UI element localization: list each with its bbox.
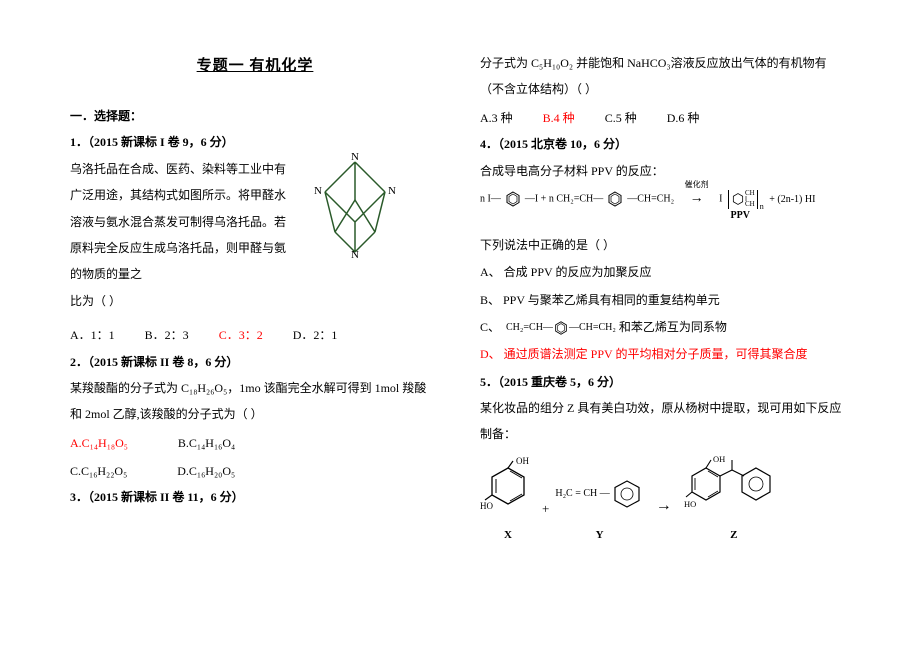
q3-options: A.3 种 B.4 种 C.5 种 D.6 种 [480,105,850,131]
page-title: 专题一 有机化学 [70,50,440,83]
z-label: Z [684,523,784,547]
q4-opt-b: B、 PPV 与聚苯乙烯具有相同的重复结构单元 [480,287,850,313]
y-formula: H₂C = CH — [555,483,609,505]
q1-opt-d: D．2：1 [293,322,338,348]
section-heading: 一．选择题： [70,103,440,129]
q2-body2: 和 2mol 乙醇,该羧酸的分子式为（ ） [70,401,440,427]
q3-body2: （不含立体结构）（ ） [480,76,850,102]
svg-text:N: N [351,152,359,163]
q4-opt-d: D、 通过质谱法测定 PPV 的平均相对分子质量，可得其聚合度 [480,341,850,367]
q2-opt-b: B.C₁₄H₁₆O₄ [178,430,235,456]
q4-body2: 下列说法中正确的是（ ） [480,232,850,258]
q1-text-1: 乌洛托品在合成、医药、染料等工业中有广泛用途，其结构式如图所示。将甲醛水溶液与氨… [70,162,286,255]
svg-text:HO: HO [684,499,696,509]
scheme-left: n I— [480,194,501,205]
q1-options: A．1：1 B．2：3 C．3：2 D．2：1 [70,322,440,348]
arrow-icon: → [650,488,678,547]
scheme-mid2: —CH=CH₂ [627,194,674,205]
q2-opt-c: C.C₁₆H₂₂O₅ [70,458,127,484]
q2-body1: 某羧酸酯的分子式为 C₁₈H₂₆O₅，1mo 该酯完全水解可得到 1mol 羧酸 [70,375,440,401]
q3-opt-b: B.4 种 [543,105,575,131]
q4-opt-c: C、 CH₂=CH——CH=CH₂和苯乙烯互为同系物 [480,314,850,340]
benzene-ring-icon [731,192,745,206]
benzene-ring-icon [606,190,624,208]
q2-opt-a: A.C₁₄H₁₈O₅ [70,430,128,456]
q2-opt-d: D.C₁₆H₂₀O₅ [177,458,235,484]
svg-text:OH: OH [713,454,725,464]
ppv-label: PPV [480,209,850,222]
scheme-mid: —I + n CH₂=CH— [525,194,603,205]
q5-head: 5．（2015 重庆卷 5，6 分） [480,369,850,395]
q5-body1: 某化妆品的组分 Z 具有美白功效，原从杨树中提取，现可用如下反应 [480,395,850,421]
q1-opt-c: C．3：2 [219,322,263,348]
q5-reaction-scheme: OH HO X + H₂C = CH — Y → OH [480,452,850,547]
compound-y: H₂C = CH — Y [555,465,643,547]
plus-1: + [542,495,549,548]
q1-body: N N N N 乌洛托品在合成、医药、染料等工业中有广泛用途，其结构式如图所示。… [70,156,440,314]
q4-c-post: 和苯乙烯互为同系物 [619,320,727,334]
svg-text:N: N [351,249,359,261]
divinylbenzene-struct: CH₂=CH——CH=CH₂ [506,317,616,339]
q4-head: 4．（2015 北京卷 10，6 分） [480,131,850,157]
scheme-right-suffix: + (2n-1) HI [769,194,815,205]
reaction-arrow: 催化剂 → [680,190,714,208]
q3-opt-c: C.5 种 [605,105,637,131]
q3-head: 3．（2015 新课标 II 卷 11，6 分） [70,484,440,510]
polymer-n: n [760,202,764,212]
left-column: 专题一 有机化学 一．选择题： 1．（2015 新课标 I 卷 9，6 分） N… [70,50,440,631]
compound-z: OH HO Z [684,452,784,547]
svg-text:OH: OH [516,456,529,466]
urotropine-structure: N N N N [300,152,410,271]
svg-text:N: N [314,185,322,197]
q2-opts-row2: C.C₁₆H₂₂O₅ D.C₁₆H₂₀O₅ [70,458,440,484]
q1-text-3: 比为（ ） [70,288,440,314]
q1-text-2: 的物质的量之 [70,267,142,281]
svg-text:N: N [388,185,396,197]
catalyst-label: 催化剂 [680,180,714,190]
q1-opt-b: B．2：3 [145,322,189,348]
q2-head: 2．（2015 新课标 II 卷 8，6 分） [70,349,440,375]
scheme-right-i: I [719,194,722,205]
q2-opts-row1: A.C₁₄H₁₈O₅ B.C₁₄H₁₆O₄ [70,430,440,456]
svg-text:HO: HO [480,501,493,511]
q3-opt-d: D.6 种 [667,105,700,131]
q3-body1: 分子式为 C₅H₁₀O₂ 并能饱和 NaHCO₃溶液反应放出气体的有机物有 [480,50,850,76]
q3-opt-a: A.3 种 [480,105,513,131]
q4-c-pre: C、 [480,320,503,334]
polymer-bracket: CH‖CH n [728,190,758,209]
q4-body1: 合成导电高分子材料 PPV 的反应： [480,158,850,184]
x-label: X [480,523,536,547]
q4-opt-a: A、 合成 PPV 的反应为加聚反应 [480,259,850,285]
compound-x: OH HO X [480,456,536,547]
right-column: 分子式为 C₅H₁₀O₂ 并能饱和 NaHCO₃溶液反应放出气体的有机物有 （不… [480,50,850,631]
q5-body2: 制备： [480,421,850,447]
q1-opt-a: A．1：1 [70,322,115,348]
benzene-ring-icon [504,190,522,208]
y-label: Y [555,523,643,547]
ppv-reaction-scheme: n I— —I + n CH₂=CH— —CH=CH₂ 催化剂 → I CH‖CH … [480,190,850,222]
